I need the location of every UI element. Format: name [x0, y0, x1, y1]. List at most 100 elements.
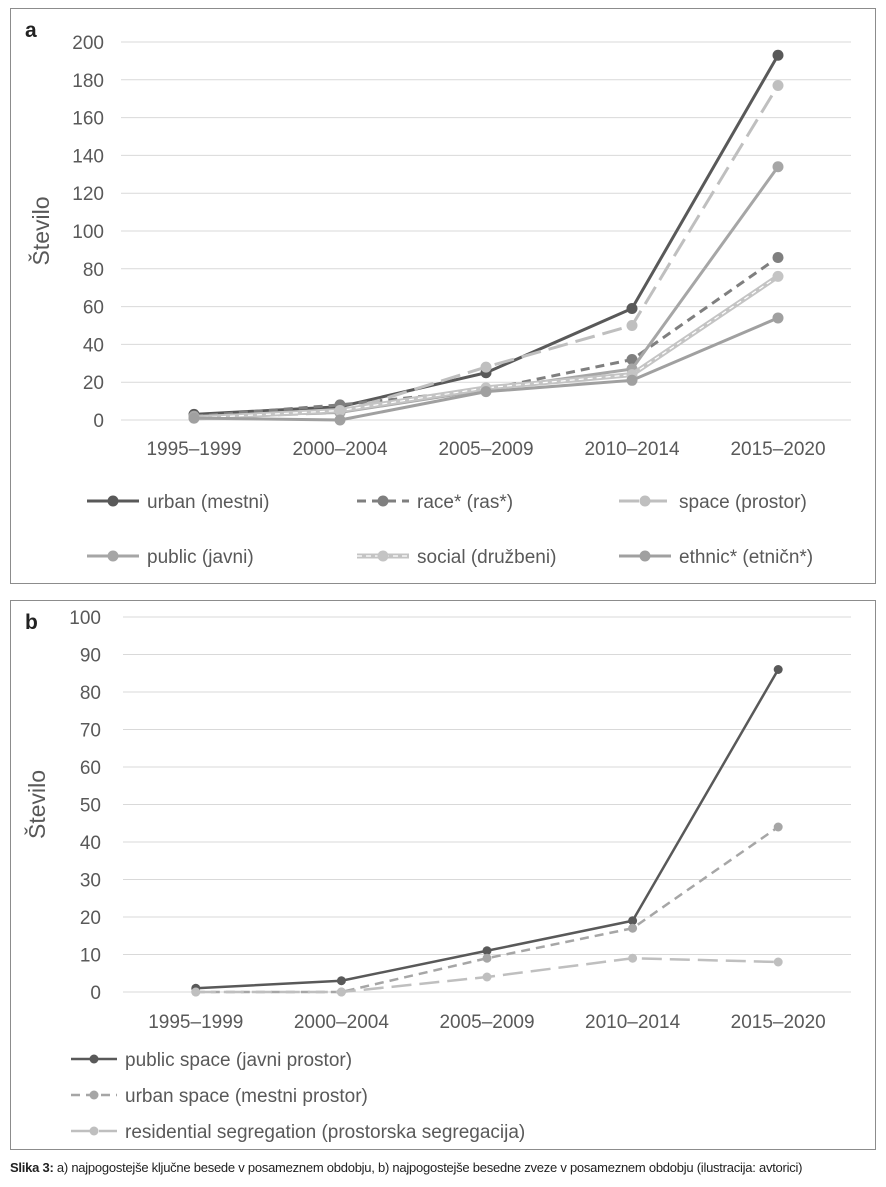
data-point: [772, 270, 784, 282]
x-tick-label: 2005–2009: [438, 439, 533, 460]
panel-label-b: b: [25, 611, 38, 634]
series-5: [188, 270, 784, 424]
data-point: [628, 916, 638, 926]
series-3: [188, 79, 784, 424]
y-tick-label: 80: [83, 260, 104, 281]
y-tick-label: 140: [72, 146, 104, 167]
y-tick-label: 120: [72, 184, 104, 205]
data-point: [773, 665, 783, 674]
data-point: [480, 361, 492, 373]
series-1: [191, 665, 783, 993]
legend-item-4: public (javni): [87, 547, 254, 568]
x-tick-label: 2015–2020: [731, 1012, 826, 1033]
y-tick-label: 50: [80, 796, 101, 817]
data-point: [336, 976, 346, 986]
chart-b-canvas: 0 10 20 30 40 50 60 70 80 90 100 1995–1999 2000–2004…: [23, 608, 851, 1143]
y-tick-label: 70: [80, 721, 101, 742]
data-point: [482, 953, 492, 963]
legend-label: space (prostor): [679, 492, 807, 513]
series-3: [191, 953, 783, 997]
data-point: [772, 161, 784, 173]
legend-item-3: residential segregation (prostorska segr…: [71, 1122, 525, 1143]
y-tick-label: 80: [80, 683, 101, 704]
legend-swatch-marker: [639, 495, 651, 507]
legend-swatch-marker: [377, 495, 389, 507]
data-point: [188, 412, 200, 424]
data-point: [334, 414, 346, 426]
y-tick-label: 180: [72, 71, 104, 92]
legend-label: social (družbeni): [417, 547, 556, 568]
legend-label: race* (ras*): [417, 492, 513, 513]
y-axis-title: Število: [27, 196, 54, 265]
legend-swatch-marker: [89, 1054, 99, 1064]
data-point: [773, 822, 783, 832]
legend-label: residential segregation (prostorska segr…: [125, 1122, 525, 1143]
legend-swatch-marker: [639, 550, 651, 562]
legend-swatch-marker: [377, 550, 389, 562]
panel-label-a: a: [25, 19, 37, 42]
x-tick-label: 1995–1999: [148, 1012, 243, 1033]
y-tick-label: 20: [80, 908, 101, 929]
data-point: [628, 923, 638, 933]
data-point: [772, 49, 784, 61]
y-tick-label: 40: [80, 833, 101, 854]
data-point: [334, 405, 346, 417]
data-point: [336, 987, 346, 997]
x-tick-label: 1995–1999: [146, 439, 241, 460]
series-line: [193, 165, 780, 418]
y-tick-label: 0: [93, 411, 104, 432]
caption-label: Slika 3:: [10, 1160, 54, 1175]
legend-swatch-marker: [89, 1090, 99, 1100]
chart-panel-b: b 0 10 20 30 40 50 60 70 80 90 100 1995–1999 2000–20…: [10, 600, 876, 1150]
legend-swatch-marker: [107, 495, 119, 507]
data-point: [773, 957, 783, 967]
legend-item-3: space (prostor): [619, 492, 807, 513]
legend-swatch-marker: [89, 1126, 99, 1136]
caption-text: a) najpogostejše ključne besede v posame…: [56, 1160, 803, 1175]
series-6: [188, 312, 784, 426]
legend-item-6: ethnic* (etničn*): [619, 547, 813, 568]
data-point: [191, 987, 201, 997]
y-tick-label: 100: [72, 222, 104, 243]
data-point: [772, 79, 784, 91]
data-point: [626, 374, 638, 386]
legend-item-5: social (družbeni): [357, 547, 556, 568]
chart-panel-a: a 0 20 40 60 80 100 120 140 160 180 200 1995–1999 20…: [10, 8, 876, 584]
y-tick-label: 90: [80, 646, 101, 667]
legend-label: urban (mestni): [147, 492, 270, 513]
data-point: [482, 972, 492, 982]
legend-label: ethnic* (etničn*): [679, 547, 813, 568]
y-tick-label: 30: [80, 871, 101, 892]
series-line: [195, 668, 780, 990]
legend-item-1: public space (javni prostor): [71, 1050, 352, 1071]
legend-item-2: urban space (mestni prostor): [71, 1086, 368, 1107]
data-point: [772, 312, 784, 324]
data-point: [628, 953, 638, 963]
data-point: [626, 354, 638, 366]
y-tick-label: 100: [69, 608, 101, 629]
data-point: [482, 946, 492, 956]
figure-caption: Slika 3: a) najpogostejše ključne besede…: [10, 1160, 802, 1175]
y-tick-label: 20: [83, 373, 104, 394]
x-tick-label: 2015–2020: [730, 439, 825, 460]
legend-item-1: urban (mestni): [87, 492, 270, 513]
series-line: [193, 54, 780, 416]
y-tick-label: 10: [80, 946, 101, 967]
series-line-inner: [193, 275, 779, 419]
y-tick-label: 40: [83, 335, 104, 356]
data-point: [626, 302, 638, 314]
x-tick-label: 2000–2004: [292, 439, 388, 460]
x-tick-label: 2010–2014: [584, 439, 680, 460]
legend-item-2: race* (ras*): [357, 492, 513, 513]
chart-a-canvas: 0 20 40 60 80 100 120 140 160 180 200 1995–1999 2000…: [27, 33, 851, 568]
y-tick-label: 60: [83, 298, 104, 319]
legend-label: public space (javni prostor): [125, 1050, 352, 1071]
series-2: [191, 822, 783, 997]
x-tick-label: 2010–2014: [585, 1012, 681, 1033]
x-tick-label: 2000–2004: [294, 1012, 390, 1033]
y-tick-label: 0: [90, 983, 101, 1004]
legend-label: public (javni): [147, 547, 254, 568]
data-point: [772, 251, 784, 263]
y-tick-label: 60: [80, 758, 101, 779]
y-axis-title: Število: [23, 770, 50, 839]
